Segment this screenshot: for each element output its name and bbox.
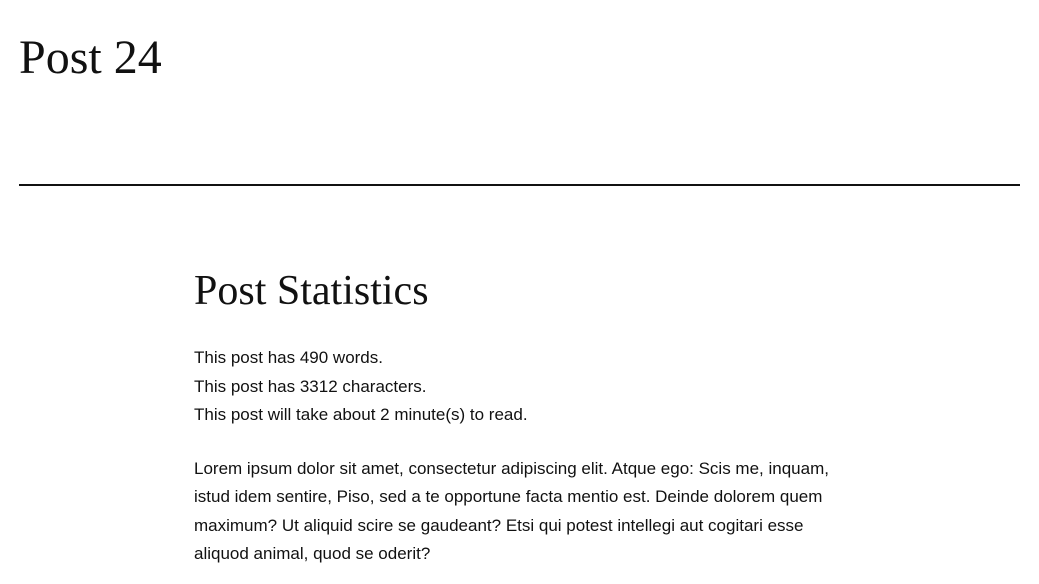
post-content: Post Statistics This post has 490 words.… <box>194 266 844 569</box>
post-statistics-heading: Post Statistics <box>194 268 429 314</box>
character-count-line: This post has 3312 characters. <box>194 376 427 396</box>
word-count-line: This post has 490 words. <box>194 348 383 367</box>
post-title: Post 24 <box>19 31 162 84</box>
header-divider <box>19 184 1020 186</box>
body-paragraph: Lorem ipsum dolor sit amet, consectetur … <box>194 458 829 564</box>
read-time-line: This post will take about 2 minute(s) to… <box>194 405 528 424</box>
post-statistics-list: This post has 490 words. This post has 3… <box>194 344 844 430</box>
